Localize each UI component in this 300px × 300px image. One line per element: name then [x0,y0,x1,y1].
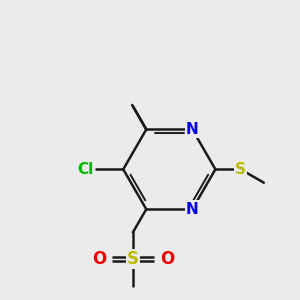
Text: N: N [186,122,199,137]
Text: S: S [235,162,246,177]
Text: O: O [92,250,106,268]
Text: S: S [127,250,139,268]
Text: N: N [186,202,199,217]
Text: O: O [160,250,174,268]
Text: Cl: Cl [77,162,94,177]
